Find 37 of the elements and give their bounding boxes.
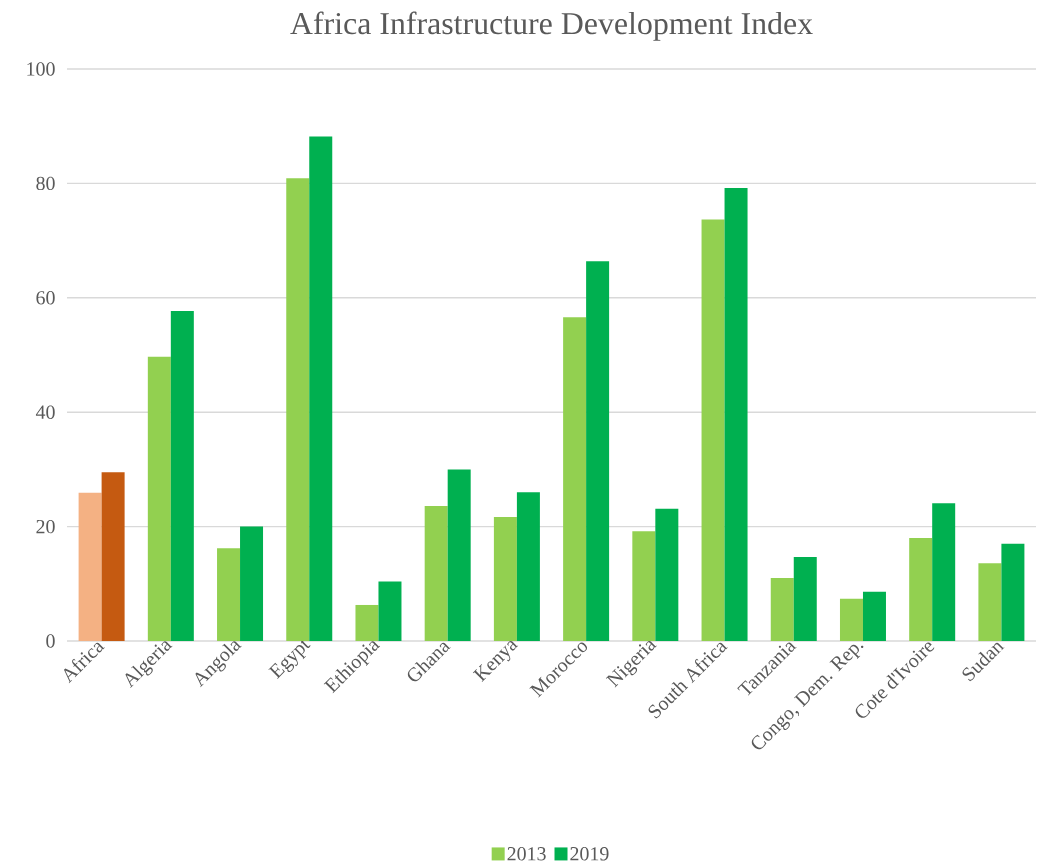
bar	[932, 503, 956, 641]
bar	[493, 516, 517, 641]
bar	[655, 508, 679, 641]
bar	[447, 469, 471, 641]
chart-title: Africa Infrastructure Development Index	[290, 11, 813, 41]
bar	[586, 261, 610, 641]
bar	[147, 356, 171, 641]
bar	[1001, 543, 1025, 641]
bar	[724, 187, 748, 641]
y-tick-label: 0	[46, 634, 55, 648]
y-tick-label: 20	[36, 519, 55, 534]
bar	[170, 310, 194, 641]
bar	[240, 526, 264, 641]
bar	[516, 492, 540, 641]
bar	[839, 598, 863, 641]
bar	[701, 219, 725, 641]
y-tick-label: 100	[27, 62, 55, 76]
bar	[309, 136, 333, 641]
bar	[101, 472, 125, 641]
bar	[563, 317, 587, 641]
y-tick-label: 80	[36, 176, 55, 191]
bar	[78, 492, 102, 641]
bar	[793, 556, 817, 641]
bar	[378, 581, 402, 641]
bar	[217, 548, 241, 641]
legend-label: 2013	[507, 847, 546, 861]
bar	[632, 531, 656, 641]
bar	[355, 604, 379, 641]
bar	[909, 538, 933, 641]
bar	[286, 178, 310, 641]
bar	[978, 563, 1002, 641]
y-tick-label: 40	[35, 405, 55, 419]
bar	[862, 591, 886, 641]
bar	[424, 506, 448, 641]
y-tick-label: 60	[36, 291, 55, 305]
legend-label: 2019	[570, 847, 609, 861]
bar	[770, 578, 794, 641]
